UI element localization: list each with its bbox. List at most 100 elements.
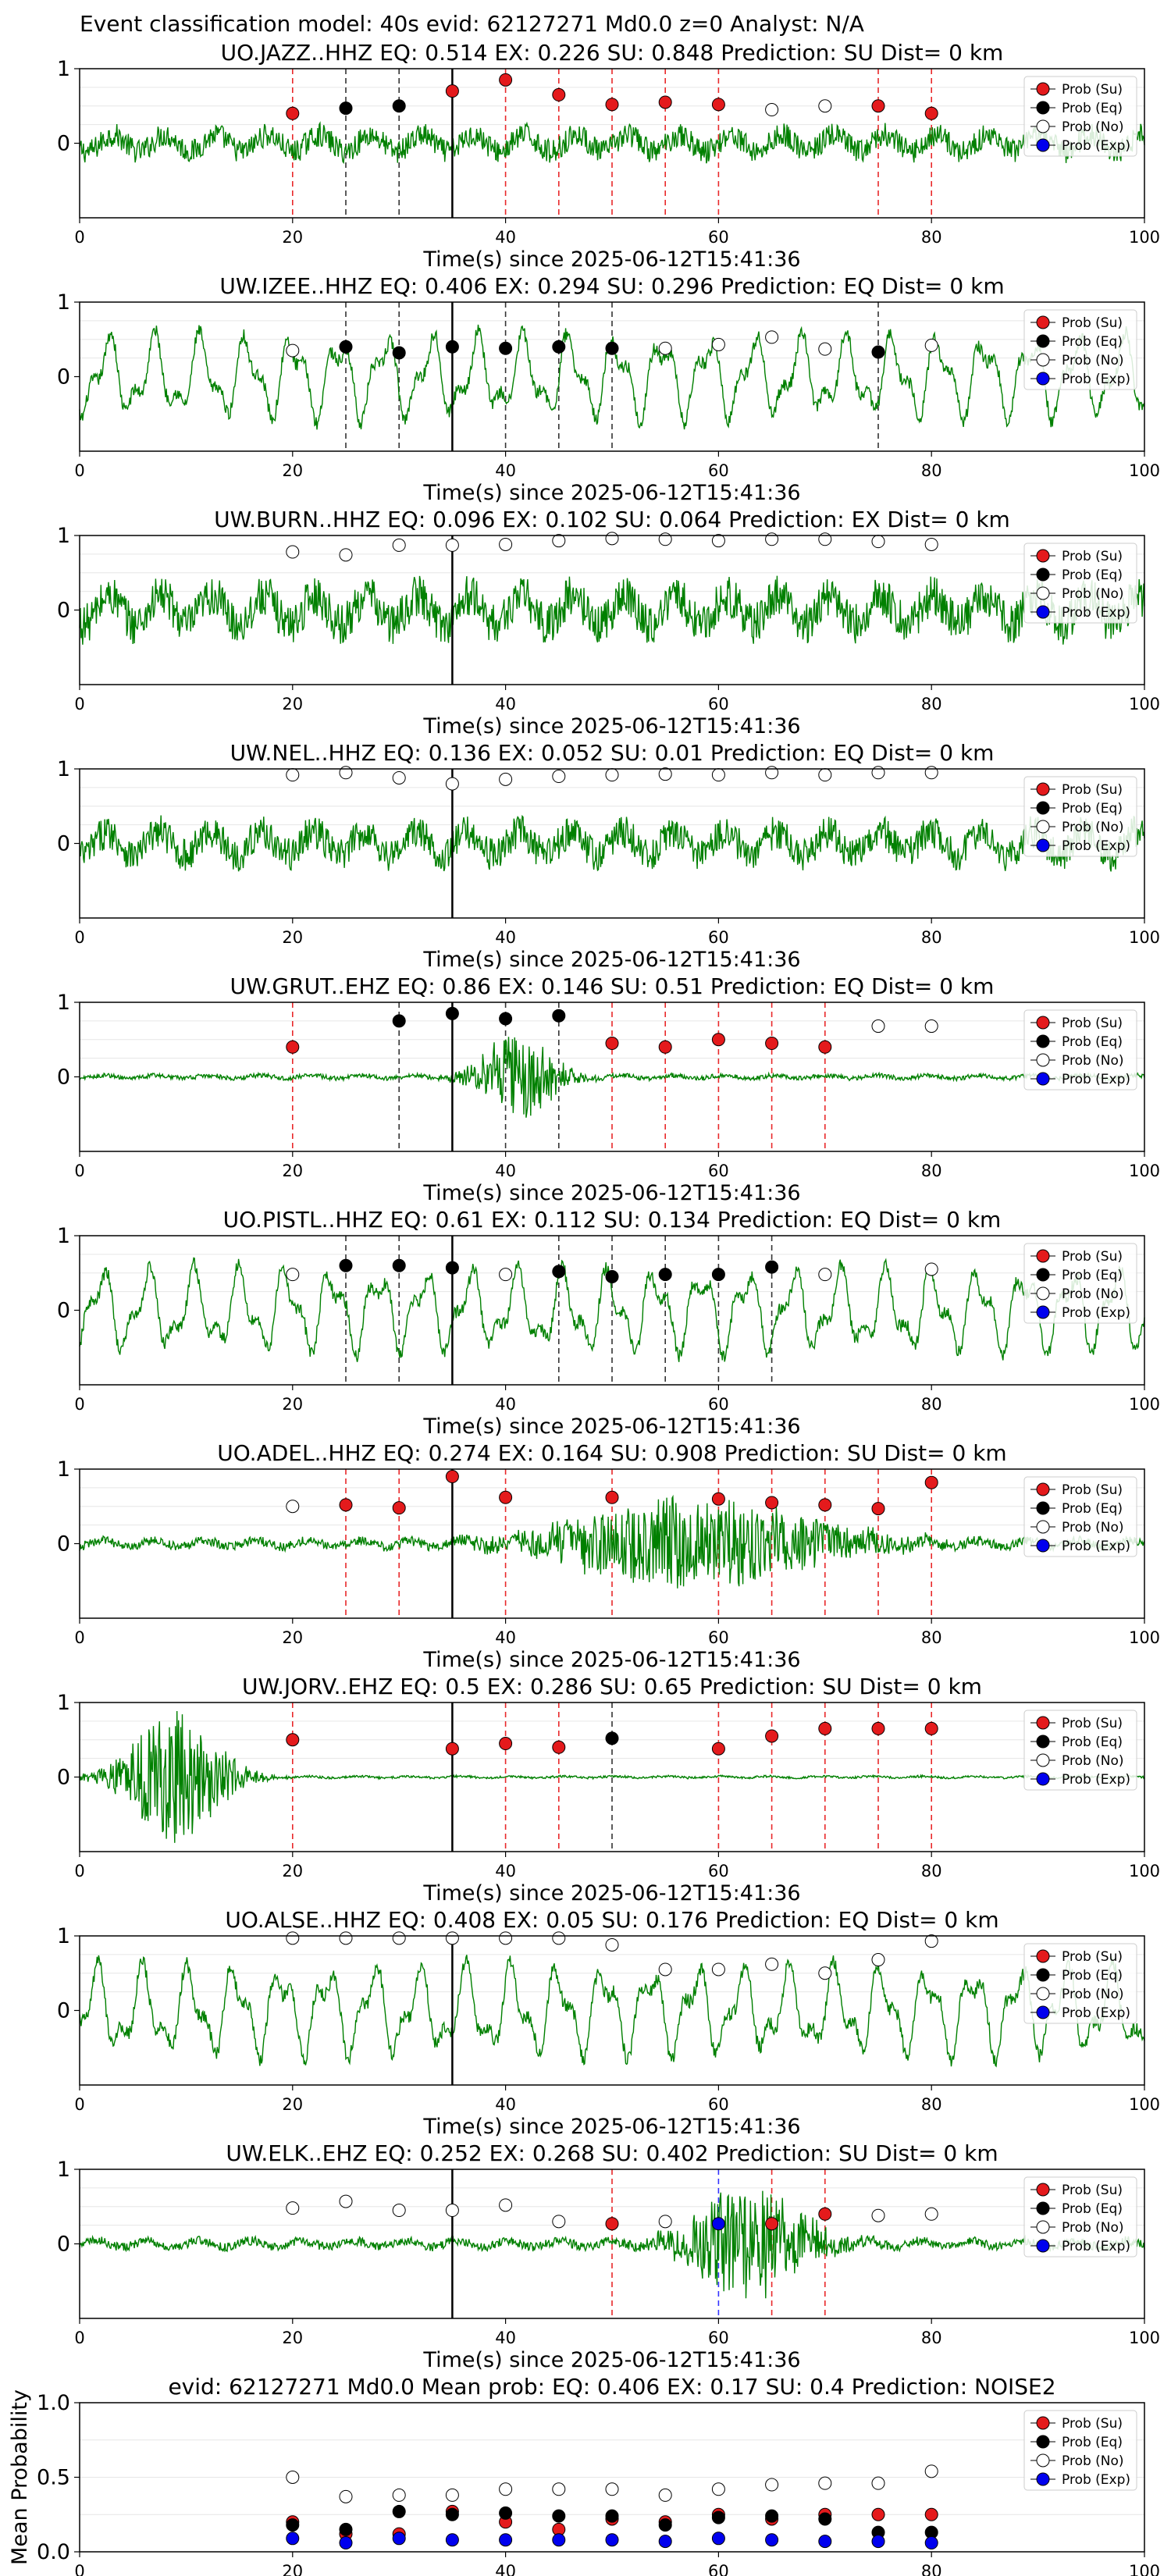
- legend-marker: [1036, 101, 1050, 115]
- x-tick-label: 100: [1129, 2095, 1160, 2114]
- legend-label: Prob (No): [1062, 2220, 1124, 2236]
- x-tick-label: 100: [1129, 1162, 1160, 1180]
- prob-point-no: [339, 548, 353, 562]
- legend-label: Prob (Su): [1062, 1949, 1123, 1965]
- panel-title: UW.BURN..HHZ EQ: 0.096 EX: 0.102 SU: 0.0…: [214, 507, 1010, 532]
- prob-point-no: [445, 1931, 459, 1945]
- y-tick-label: 1: [57, 2158, 70, 2182]
- panel-title: UW.ELK..EHZ EQ: 0.252 EX: 0.268 SU: 0.40…: [226, 2140, 998, 2166]
- x-tick-label: 0: [74, 2329, 84, 2347]
- mean-prob-point-eq: [658, 2518, 672, 2532]
- prob-point-no: [552, 534, 566, 548]
- legend-box: [1023, 309, 1137, 390]
- legend-box: [1023, 2410, 1137, 2491]
- legend-marker: [1036, 334, 1050, 348]
- x-tick-label: 100: [1129, 2562, 1160, 2576]
- mean-prob-point-eq: [818, 2512, 832, 2526]
- prob-point-no: [392, 2204, 406, 2218]
- mean-prob-point-no: [818, 2476, 832, 2490]
- legend-box: [1023, 2176, 1137, 2258]
- prob-point-no: [658, 1962, 672, 1976]
- prob-point-eq: [552, 340, 566, 354]
- prob-point-no: [765, 532, 779, 546]
- prob-point-no: [765, 103, 779, 117]
- x-tick-label: 80: [921, 1395, 942, 1414]
- prob-point-eq: [711, 1268, 725, 1282]
- y-tick-label: 1: [57, 290, 70, 315]
- prob-point-eq: [552, 1009, 566, 1023]
- x-tick-label: 60: [708, 2329, 729, 2347]
- prob-point-su: [871, 1721, 885, 1735]
- x-tick-label: 20: [282, 695, 303, 713]
- x-tick-label: 0: [74, 1162, 84, 1180]
- prob-point-no: [711, 768, 725, 782]
- mean-prob-point-no: [339, 2489, 353, 2503]
- legend-label: Prob (Exp): [1062, 1772, 1130, 1788]
- x-tick-label: 40: [495, 1628, 516, 1647]
- panel-title: UW.JORV..EHZ EQ: 0.5 EX: 0.286 SU: 0.65 …: [242, 1674, 982, 1699]
- x-axis-label: Time(s) since 2025-06-12T15:41:36: [422, 1414, 800, 1439]
- x-axis-label: Time(s) since 2025-06-12T15:41:36: [422, 2348, 800, 2372]
- x-tick-label: 60: [708, 228, 729, 247]
- legend-label: Prob (No): [1062, 586, 1124, 602]
- x-tick-label: 0: [74, 928, 84, 947]
- y-tick-label: 1: [57, 1224, 70, 1248]
- waveform-trace: [79, 1710, 1145, 1843]
- axes-frame: [79, 1235, 1145, 1386]
- x-tick-label: 80: [921, 1628, 942, 1647]
- prob-point-su: [818, 1040, 832, 1054]
- x-axis-label: Time(s) since 2025-06-12T15:41:36: [422, 1181, 800, 1205]
- axes-frame: [79, 2402, 1145, 2553]
- x-tick-label: 40: [495, 1162, 516, 1180]
- legend-marker: [1036, 801, 1050, 815]
- prob-point-su: [711, 98, 725, 112]
- legend-marker: [1036, 315, 1050, 329]
- x-tick-label: 20: [282, 928, 303, 947]
- station-panel: UW.JORV..EHZ EQ: 0.5 EX: 0.286 SU: 0.65 …: [57, 1674, 1160, 1905]
- prob-point-no: [818, 342, 832, 356]
- y-tick-label: 0: [57, 2233, 70, 2257]
- axes-frame: [79, 68, 1145, 219]
- legend-marker: [1036, 1482, 1050, 1496]
- waveform-trace: [79, 1494, 1145, 1589]
- prob-point-no: [924, 766, 938, 780]
- x-tick-label: 60: [708, 2095, 729, 2114]
- station-panel: UO.ADEL..HHZ EQ: 0.274 EX: 0.164 SU: 0.9…: [57, 1440, 1160, 1672]
- legend-label: Prob (Eq): [1062, 1034, 1123, 1050]
- mean-prob-point-eq: [552, 2509, 566, 2523]
- prob-point-exp: [711, 2217, 725, 2231]
- y-tick-label: 0.0: [37, 2540, 70, 2564]
- mean-prob-point-eq: [765, 2509, 779, 2523]
- panel-title: UW.NEL..HHZ EQ: 0.136 EX: 0.052 SU: 0.01…: [230, 740, 995, 766]
- prob-point-su: [499, 73, 513, 87]
- prob-point-su: [445, 84, 459, 98]
- legend-label: Prob (No): [1062, 1053, 1124, 1069]
- legend-box: [1023, 76, 1137, 157]
- mean-prob-point-su: [871, 2507, 885, 2521]
- prob-point-no: [392, 770, 406, 785]
- legend-marker: [1036, 2005, 1050, 2019]
- legend-marker: [1036, 2416, 1050, 2430]
- x-tick-label: 60: [708, 1395, 729, 1414]
- legend-label: Prob (No): [1062, 119, 1124, 135]
- mean-prob-point-exp: [924, 2536, 938, 2550]
- legend-label: Prob (Su): [1062, 549, 1123, 564]
- legend-marker: [1036, 1072, 1050, 1086]
- prob-point-no: [552, 770, 566, 784]
- station-panel: UO.PISTL..HHZ EQ: 0.61 EX: 0.112 SU: 0.1…: [57, 1207, 1160, 1439]
- axes-frame: [79, 2169, 1145, 2319]
- legend-box: [1023, 1476, 1137, 1557]
- legend-label: Prob (Exp): [1062, 1072, 1130, 1087]
- mean-prob-point-exp: [445, 2533, 459, 2547]
- prob-point-su: [765, 2217, 779, 2231]
- prob-point-su: [445, 1470, 459, 1484]
- x-axis-label: Time(s) since 2025-06-12T15:41:36: [422, 948, 800, 972]
- prob-point-no: [658, 341, 672, 355]
- mean-prob-point-no: [711, 2482, 725, 2496]
- legend-box: [1023, 776, 1137, 857]
- legend-marker: [1036, 1053, 1050, 1067]
- prob-point-no: [924, 1934, 938, 1948]
- x-axis-label: Time(s) since 2025-06-12T15:41:36: [422, 1881, 800, 1905]
- legend-label: Prob (No): [1062, 353, 1124, 368]
- axes-frame: [79, 1935, 1145, 2086]
